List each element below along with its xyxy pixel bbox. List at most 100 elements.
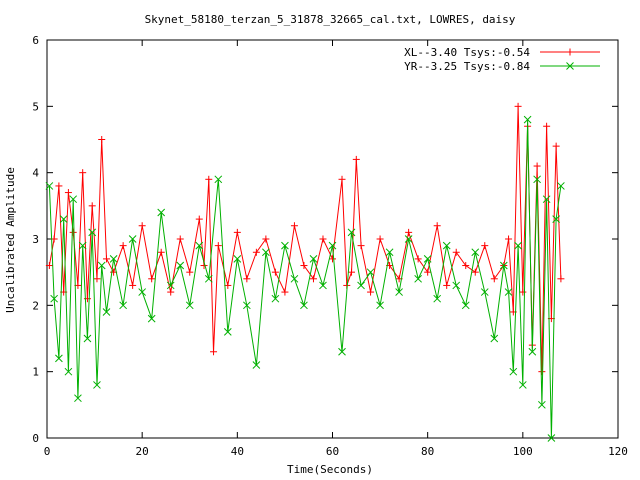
- series-2-point: [97, 261, 106, 270]
- series-1-point: [129, 281, 137, 289]
- series-1-point: [557, 275, 565, 283]
- series-2-point: [518, 381, 527, 389]
- series-1: [45, 102, 565, 376]
- series-1-point: [64, 189, 72, 197]
- series-2-point: [281, 241, 289, 250]
- series-2-point: [45, 182, 54, 190]
- series-1-point: [186, 268, 194, 276]
- series-2-point: [319, 281, 327, 290]
- series-1-point: [424, 268, 432, 276]
- series-1-point: [462, 262, 470, 270]
- series-1-point: [352, 155, 360, 163]
- series-2-point: [552, 215, 560, 223]
- series-1-point: [533, 162, 541, 170]
- series-2-point: [452, 281, 461, 290]
- series-2-point: [83, 334, 92, 343]
- legend-marker: [566, 48, 574, 56]
- series-2-point: [50, 294, 58, 303]
- series-1-point: [262, 235, 270, 243]
- series-2-point: [404, 235, 413, 243]
- series-2-point: [119, 301, 127, 310]
- series-1-point: [376, 235, 384, 243]
- series-2-point: [64, 367, 73, 376]
- series-1-point: [281, 288, 289, 296]
- series-1-point: [69, 228, 77, 236]
- x-tick-label: 100: [513, 445, 533, 458]
- x-tick-label: 60: [326, 445, 339, 458]
- series-1-point: [433, 222, 441, 230]
- series-1-point: [148, 275, 156, 283]
- x-axis: 0 20 40 60 80 100 120: [44, 40, 628, 458]
- series-2-point: [471, 248, 480, 257]
- series-1-point: [514, 102, 522, 110]
- series-1-point: [329, 255, 336, 263]
- series-1-point: [93, 275, 101, 283]
- y-tick-label: 5: [32, 100, 39, 113]
- series-1-point: [79, 169, 87, 177]
- series-2-point: [395, 288, 403, 296]
- series-2-point: [442, 241, 451, 250]
- series-2-point: [88, 228, 97, 237]
- series-2-point: [290, 274, 299, 283]
- x-axis-label: Time(Seconds): [287, 463, 373, 476]
- series-2-point: [523, 115, 532, 124]
- series-2-point: [233, 255, 242, 263]
- series-1-point: [119, 242, 127, 250]
- series-1-point: [157, 248, 165, 256]
- series-2-point: [223, 328, 232, 336]
- series-2-point: [504, 288, 513, 296]
- x-tick-label: 80: [421, 445, 434, 458]
- series-2-point: [93, 381, 101, 389]
- series-layer: [45, 102, 565, 442]
- y-tick-label: 4: [32, 167, 39, 180]
- series-2-point: [414, 274, 423, 283]
- series-2: [45, 115, 565, 442]
- legend-label: XL--3.40 Tsys:-0.54: [404, 46, 530, 59]
- series-1-point: [443, 281, 451, 289]
- series-1-point: [405, 228, 413, 236]
- series-2-point: [300, 301, 308, 310]
- series-1-point: [271, 268, 279, 276]
- series-2-point: [376, 301, 384, 310]
- x-tick-label: 0: [44, 445, 51, 458]
- series-1-point: [309, 275, 317, 283]
- legend-marker: [566, 62, 574, 70]
- y-axis-label: Uncalibrated Amplitude: [4, 167, 17, 313]
- series-1-point: [538, 368, 546, 376]
- series-2-point: [533, 175, 541, 184]
- series-2-point: [204, 274, 213, 283]
- series-1-point: [214, 242, 222, 250]
- series-2-point: [423, 255, 432, 263]
- series-2-point: [366, 268, 375, 277]
- series-1-point: [167, 288, 175, 296]
- y-tick-label: 0: [32, 432, 39, 445]
- series-1-point: [348, 268, 356, 276]
- series-1-point: [55, 182, 63, 190]
- series-1-point: [357, 242, 365, 250]
- series-2-point: [309, 255, 318, 263]
- series-2-point: [157, 208, 166, 217]
- series-1-point: [290, 222, 298, 230]
- series-1-point: [88, 202, 96, 210]
- series-2-point: [538, 400, 546, 409]
- series-1-point: [300, 262, 308, 270]
- series-2-point: [328, 241, 337, 250]
- series-1-point: [233, 228, 241, 236]
- series-1-point: [505, 235, 513, 243]
- series-1-point: [452, 248, 460, 256]
- series-1-point: [98, 136, 106, 143]
- series-1-point: [195, 215, 203, 223]
- series-2-point: [490, 334, 499, 343]
- series-2-point: [59, 215, 68, 223]
- series-2-point: [128, 235, 137, 243]
- series-1-point: [367, 288, 375, 296]
- chart-title: Skynet_58180_terzan_5_31878_32665_cal.tx…: [145, 13, 516, 26]
- series-1-point: [210, 348, 218, 356]
- series-1-point: [490, 275, 498, 283]
- series-2-point: [242, 301, 251, 310]
- series-1-point: [138, 222, 146, 230]
- x-tick-label: 20: [136, 445, 149, 458]
- series-2-point: [433, 294, 442, 303]
- series-2-point: [147, 314, 156, 323]
